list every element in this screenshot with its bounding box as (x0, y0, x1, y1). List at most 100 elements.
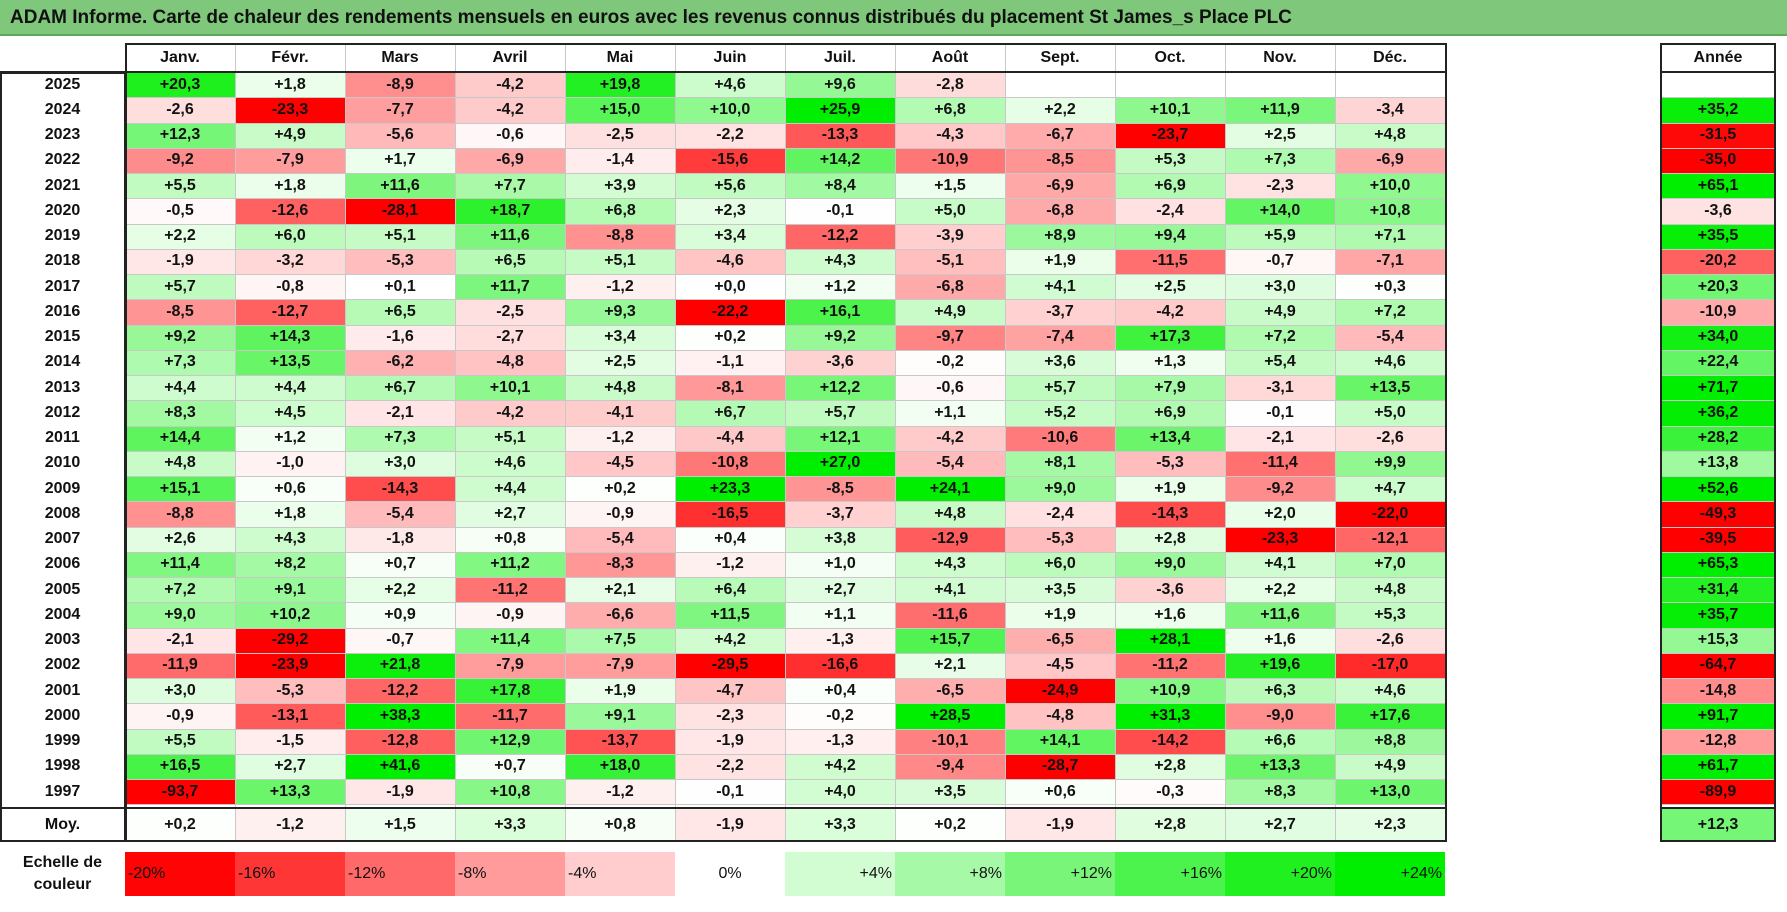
row-year-label: 2007 (44, 530, 81, 548)
grid-line-horizontal (125, 476, 1445, 477)
grid-line-vertical (1115, 43, 1116, 842)
heatmap-cell: +6,4 (675, 577, 785, 603)
heatmap-cell: +7,9 (1115, 375, 1225, 401)
heatmap-cell: -3,1 (1225, 375, 1335, 401)
heatmap-cell: -0,1 (675, 779, 785, 805)
heatmap-cell: -0,6 (455, 122, 565, 148)
month-header: Juil. (785, 43, 895, 72)
heatmap-cell: -10,8 (675, 450, 785, 476)
row-year-label: 2025 (44, 75, 81, 93)
heatmap-cell: +7,5 (565, 627, 675, 653)
heatmap-cell: -2,6 (1335, 425, 1445, 451)
heatmap-cell: -0,9 (455, 602, 565, 628)
heatmap-cell: +1,8 (235, 173, 345, 199)
row-year-label: 2018 (44, 252, 81, 270)
heatmap-cell: -12,2 (345, 678, 455, 704)
heatmap-cell: -8,5 (125, 299, 235, 325)
heatmap-cell: +14,2 (785, 147, 895, 173)
annual-cell: +71,7 (1660, 375, 1776, 401)
heatmap-cell: +24,1 (895, 476, 1005, 502)
heatmap-cell: -3,7 (785, 501, 895, 527)
average-cell: +2,8 (1115, 808, 1225, 842)
heatmap-cell: -1,0 (235, 450, 345, 476)
heatmap-cell: -17,0 (1335, 652, 1445, 678)
heatmap-cell: -22,0 (1335, 501, 1445, 527)
month-header: Mars (345, 43, 455, 72)
heatmap-cell: -9,2 (125, 147, 235, 173)
heatmap-cell: +12,9 (455, 728, 565, 754)
heatmap-cell: +11,2 (455, 551, 565, 577)
heatmap-cell: +12,3 (125, 122, 235, 148)
heatmap-cell: +2,6 (125, 526, 235, 552)
heatmap-cell: -2,3 (675, 703, 785, 729)
heatmap-cell: +25,9 (785, 97, 895, 123)
heatmap-cell: +0,4 (785, 678, 895, 704)
heatmap-cell: +3,5 (1005, 577, 1115, 603)
heatmap-cell: -5,3 (1115, 450, 1225, 476)
heatmap-cell: +6,7 (675, 400, 785, 426)
heatmap-cell: +4,1 (895, 577, 1005, 603)
heatmap-cell: +38,3 (345, 703, 455, 729)
heatmap-cell: +11,7 (455, 274, 565, 300)
grid-line-horizontal (125, 551, 1445, 553)
grid-line-horizontal (1660, 602, 1776, 604)
heatmap-cell: +2,7 (235, 753, 345, 779)
annual-cell: +52,6 (1660, 476, 1776, 502)
heatmap-cell: +7,3 (345, 425, 455, 451)
heatmap-cell: +1,3 (1115, 349, 1225, 375)
heatmap-cell: -3,6 (785, 349, 895, 375)
heatmap-cell: +8,4 (785, 173, 895, 199)
grid-line-vertical (675, 43, 676, 842)
heatmap-cell: +1,5 (895, 173, 1005, 199)
annual-cell: -64,7 (1660, 652, 1776, 678)
annual-cell: +35,5 (1660, 223, 1776, 249)
month-header: Févr. (235, 43, 345, 72)
heatmap-cell: +1,0 (785, 551, 895, 577)
heatmap-cell: +1,6 (1225, 627, 1335, 653)
heatmap-cell: -4,1 (565, 400, 675, 426)
heatmap-cell: +8,2 (235, 551, 345, 577)
grid-line-vertical (1005, 43, 1006, 842)
row-year-label: 2016 (44, 302, 81, 320)
heatmap-cell: +2,0 (1225, 501, 1335, 527)
heatmap-cell: -14,3 (345, 476, 455, 502)
heatmap-cell: -7,9 (455, 652, 565, 678)
heatmap-cell: +7,3 (125, 349, 235, 375)
heatmap-cell: -1,2 (565, 425, 675, 451)
heatmap-cell: -13,1 (235, 703, 345, 729)
heatmap-cell: +4,2 (785, 753, 895, 779)
heatmap-cell: +3,5 (895, 779, 1005, 805)
heatmap-cell: -7,9 (235, 147, 345, 173)
grid-line-horizontal (1660, 375, 1776, 376)
average-row-label: Moy. (44, 816, 81, 833)
heatmap-cell: +0,4 (675, 526, 785, 552)
heatmap-cell: -3,7 (1005, 299, 1115, 325)
heatmap-cell: +17,3 (1115, 324, 1225, 350)
average-cell: +0,2 (895, 808, 1005, 842)
heatmap-cell: +19,8 (565, 72, 675, 98)
annual-cell: -49,3 (1660, 501, 1776, 527)
heatmap-cell: +5,7 (785, 400, 895, 426)
month-header: Déc. (1335, 43, 1445, 72)
heatmap-cell: +4,6 (455, 450, 565, 476)
heatmap-cell: +2,2 (1225, 577, 1335, 603)
heatmap-cell: -0,5 (125, 198, 235, 224)
heatmap-cell: -2,1 (1225, 425, 1335, 451)
heatmap-cell: +5,2 (1005, 400, 1115, 426)
color-scale-swatch: -16% (235, 852, 345, 896)
annual-cell: -12,8 (1660, 728, 1776, 754)
row-year-label: 1998 (44, 757, 81, 775)
heatmap-cell: -2,7 (455, 324, 565, 350)
color-scale-swatch: -20% (125, 852, 235, 896)
heatmap-cell: +1,1 (785, 602, 895, 628)
heatmap-cell: -8,9 (345, 72, 455, 98)
heatmap-cell: -0,7 (345, 627, 455, 653)
heatmap-cell: -6,9 (1335, 147, 1445, 173)
heatmap-cell: +9,2 (125, 324, 235, 350)
heatmap-cell: +4,1 (1005, 274, 1115, 300)
heatmap-cell: -9,7 (895, 324, 1005, 350)
grid-line-horizontal (1660, 349, 1776, 351)
average-cell: +3,3 (455, 808, 565, 842)
heatmap-cell: -11,7 (455, 703, 565, 729)
heatmap-cell: +7,0 (1335, 551, 1445, 577)
